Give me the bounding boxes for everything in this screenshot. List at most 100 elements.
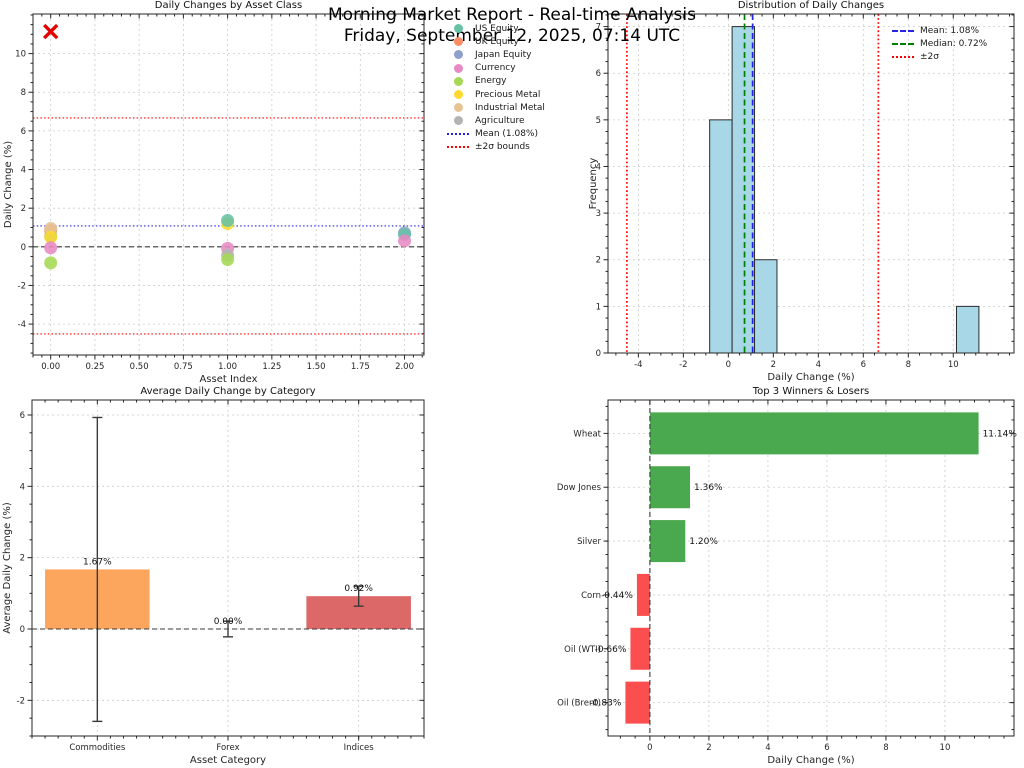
legend-item: ±2σ bounds bbox=[446, 141, 545, 154]
legend-item: Median: 0.72% bbox=[891, 37, 987, 50]
hbar-value-label: -0.83% bbox=[590, 699, 622, 709]
x-axis-label: Asset Index bbox=[199, 374, 257, 385]
y-tick-label: Dow Jones bbox=[557, 483, 602, 493]
axes-frame bbox=[32, 13, 425, 356]
x-tick-label: 0.50 bbox=[130, 362, 149, 372]
chart-title: Average Daily Change by Category bbox=[140, 386, 315, 397]
hbar-value-label: -0.66% bbox=[595, 645, 627, 655]
hbar-oil-wti- bbox=[630, 627, 650, 670]
x-tick-label: 4 bbox=[765, 743, 770, 753]
x-tick-label: 2 bbox=[771, 360, 776, 370]
legend-marker bbox=[453, 116, 463, 126]
legend-label: US Equity bbox=[475, 23, 519, 34]
legend-label: Mean (1.08%) bbox=[475, 129, 538, 140]
x-axis-label: Asset Category bbox=[190, 755, 266, 766]
legend-label: ±2σ bbox=[920, 51, 939, 62]
legend-line-icon bbox=[891, 42, 915, 45]
legend-label: ±2σ bounds bbox=[475, 142, 530, 153]
legend-line-icon bbox=[891, 29, 915, 32]
y-tick-label: 3 bbox=[596, 209, 601, 219]
legend-item: Energy bbox=[446, 75, 545, 88]
legend-item: Agriculture bbox=[446, 114, 545, 127]
x-tick-label: 1.50 bbox=[307, 362, 326, 372]
x-tick-label: 8 bbox=[883, 743, 888, 753]
legend-dot-icon bbox=[446, 37, 470, 47]
legend-marker bbox=[447, 133, 469, 136]
y-tick-label: -4 bbox=[18, 320, 26, 330]
x-axis-label: Daily Change (%) bbox=[767, 372, 854, 383]
x-tick-label: 6 bbox=[861, 360, 866, 370]
legend-marker bbox=[453, 90, 463, 100]
legend-label: UK Equity bbox=[475, 36, 519, 47]
legend-marker bbox=[453, 103, 463, 113]
x-tick-label: 4 bbox=[816, 360, 821, 370]
x-tick-label: 1.75 bbox=[351, 362, 370, 372]
x-axis-label: Daily Change (%) bbox=[767, 755, 854, 766]
legend-label: Energy bbox=[475, 76, 507, 87]
x-tick-label: 0.25 bbox=[85, 362, 104, 372]
legend-label: Japan Equity bbox=[475, 49, 532, 60]
legend-marker bbox=[453, 24, 463, 34]
legend-label: Mean: 1.08% bbox=[920, 25, 980, 36]
x-tick-label: Forex bbox=[216, 743, 239, 753]
outlier-marker-wheat bbox=[42, 23, 59, 40]
legend-label: Precious Metal bbox=[475, 89, 541, 100]
legend-marker bbox=[453, 63, 463, 73]
x-tick-label: 1.00 bbox=[218, 362, 237, 372]
y-axis-label: Average Daily Change (%) bbox=[2, 502, 13, 634]
legend-marker bbox=[453, 50, 463, 60]
legend-dot-icon bbox=[446, 50, 470, 60]
x-tick-label: 10 bbox=[948, 360, 959, 370]
y-tick-label: Silver bbox=[577, 537, 601, 547]
bar-value-label: 0.00% bbox=[214, 617, 243, 627]
y-axis-label: Frequency bbox=[588, 158, 599, 210]
y-tick-label: 6 bbox=[20, 411, 25, 421]
legend-item: UK Equity bbox=[446, 35, 545, 48]
y-tick-label: 1 bbox=[596, 302, 601, 312]
legend-line-icon bbox=[446, 133, 470, 136]
legend-label: Median: 0.72% bbox=[920, 38, 988, 49]
hbar-value-label: -0.44% bbox=[601, 591, 633, 601]
legend-dot-icon bbox=[446, 76, 470, 86]
y-tick-label: 2 bbox=[20, 554, 25, 564]
scatter-point-currency bbox=[398, 234, 412, 248]
y-tick-label: 6 bbox=[596, 69, 601, 79]
legend-dot-icon bbox=[446, 90, 470, 100]
x-tick-label: Commodities bbox=[69, 743, 126, 753]
legend-dot-icon bbox=[446, 24, 470, 34]
legend-item: Mean: 1.08% bbox=[891, 24, 987, 37]
histogram-bar bbox=[754, 259, 778, 354]
y-tick-label: 10 bbox=[15, 50, 26, 60]
legend-marker bbox=[892, 42, 914, 45]
hbar-value-label: 11.14% bbox=[983, 429, 1018, 439]
axes-frame bbox=[607, 13, 1015, 354]
hbar-corn bbox=[636, 573, 650, 616]
hbar-value-label: 1.36% bbox=[694, 483, 723, 493]
y-tick-label: 8 bbox=[21, 88, 26, 98]
x-tick-label: 0.75 bbox=[174, 362, 193, 372]
legend-label: Industrial Metal bbox=[475, 102, 545, 113]
legend-item: US Equity bbox=[446, 22, 545, 35]
x-tick-label: 6 bbox=[824, 743, 829, 753]
x-tick-label: 10 bbox=[940, 743, 951, 753]
legend-line-icon bbox=[891, 55, 915, 58]
x-tick-label: 8 bbox=[906, 360, 911, 370]
legend-marker bbox=[892, 29, 914, 32]
y-tick-label: 6 bbox=[21, 127, 26, 137]
legend-label: Agriculture bbox=[475, 115, 525, 126]
y-tick-label: -2 bbox=[17, 696, 25, 706]
legend-line-icon bbox=[446, 146, 470, 149]
legend-item: Currency bbox=[446, 62, 545, 75]
legend-item: Precious Metal bbox=[446, 88, 545, 101]
legend-label: Currency bbox=[475, 63, 516, 74]
y-tick-label: 2 bbox=[21, 204, 26, 214]
x-tick-label: Indices bbox=[344, 743, 375, 753]
scatter-point-precious_metal bbox=[44, 230, 58, 244]
y-tick-label: Wheat bbox=[573, 429, 601, 439]
y-axis-label: Daily Change (%) bbox=[3, 141, 14, 228]
hbar-silver bbox=[649, 520, 686, 563]
scatter-point-currency bbox=[44, 241, 58, 255]
x-tick-label: 1.25 bbox=[262, 362, 281, 372]
